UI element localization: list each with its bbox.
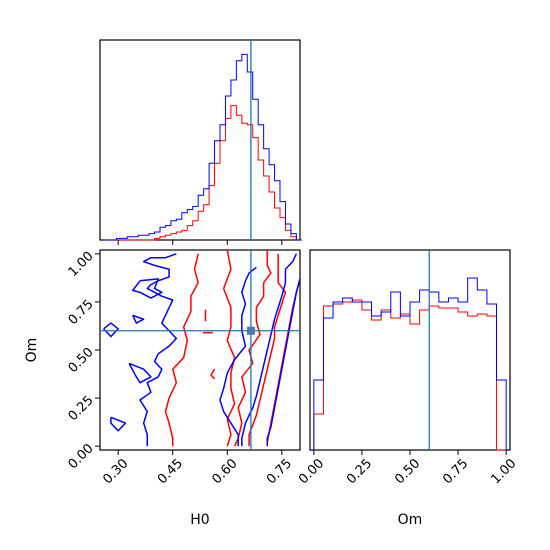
contour-line-series-0 bbox=[164, 253, 199, 447]
x-axis-label-Om: Om bbox=[398, 512, 423, 528]
contour-line-series-1 bbox=[139, 253, 178, 447]
contour-x-tick-label: 0.30 bbox=[100, 456, 131, 487]
hist-Om-x-tick-label: 0.75 bbox=[440, 456, 471, 487]
contour-line-series-1 bbox=[103, 322, 119, 338]
y-axis-label-Om: Om bbox=[24, 338, 40, 363]
panel-hist-H0 bbox=[99, 39, 302, 245]
hist-Om-frame bbox=[309, 249, 511, 451]
contour-y-tick-label: 0.25 bbox=[66, 393, 97, 424]
contour-frame bbox=[99, 249, 301, 451]
contour-x-tick-label: 0.75 bbox=[264, 456, 295, 487]
contour-line-series-0 bbox=[248, 253, 287, 447]
hist-H0-frame bbox=[99, 39, 301, 241]
contour-line-series-1 bbox=[132, 314, 145, 324]
contour-line-series-1 bbox=[219, 266, 257, 447]
contour-line-series-0 bbox=[222, 250, 236, 447]
contour-line-series-1 bbox=[266, 278, 300, 447]
contour-truth-marker bbox=[246, 326, 255, 335]
contour-x-tick-label: 0.45 bbox=[155, 456, 186, 487]
hist-Om-series-0-step bbox=[313, 299, 507, 451]
hist-Om-x-tick-label: 1.00 bbox=[488, 456, 519, 487]
panel-hist-Om: Om 0.00 0.25 0.50 0.75 1.00 bbox=[296, 249, 519, 528]
contour-x-tick-label: 0.60 bbox=[209, 456, 240, 487]
contour-y-tick-label: 1.00 bbox=[66, 249, 97, 280]
contour-lines bbox=[103, 250, 300, 447]
contour-line-series-1 bbox=[110, 416, 127, 432]
contour-line-series-0 bbox=[210, 368, 216, 380]
hist-Om-x-tick-label: 0.00 bbox=[296, 456, 327, 487]
contour-y-tick-label: 0.00 bbox=[66, 441, 97, 472]
contour-line-series-1 bbox=[241, 253, 298, 447]
hist-Om-series-1-step bbox=[313, 277, 507, 450]
hist-H0-series-1-step bbox=[105, 53, 302, 241]
panel-contour-H0-Om: H0 Om 0.30 0.45 0.60 0.75 0.00 0.25 0.50 0.75 1.… bbox=[24, 249, 301, 528]
hist-H0-series-0-step bbox=[105, 105, 302, 241]
contour-y-tick-label: 0.75 bbox=[66, 297, 97, 328]
hist-Om-x-tick-label: 0.25 bbox=[344, 456, 375, 487]
contour-line-series-0 bbox=[233, 250, 272, 447]
x-axis-label-H0: H0 bbox=[190, 512, 209, 528]
contour-line-series-1 bbox=[128, 362, 152, 384]
contour-line-series-1 bbox=[131, 278, 163, 299]
contour-y-tick-label: 0.50 bbox=[66, 345, 97, 376]
hist-Om-x-tick-label: 0.50 bbox=[392, 456, 423, 487]
